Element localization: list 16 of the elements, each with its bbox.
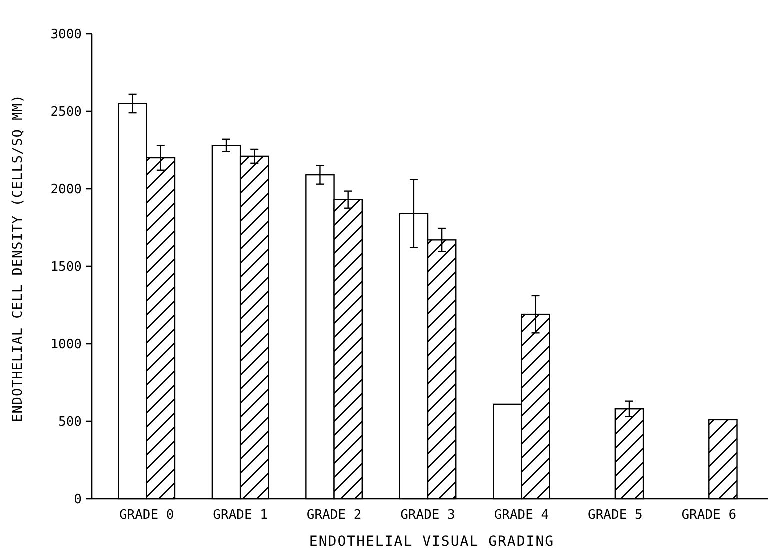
x-axis-title: ENDOTHELIAL VISUAL GRADING [309, 534, 555, 550]
y-axis-title: ENDOTHELIAL CELL DENSITY (CELLS/SQ MM) [10, 94, 26, 422]
y-tick-label: 500 [58, 415, 82, 430]
y-tick-label: 2500 [50, 105, 82, 120]
y-tick-label: 1000 [50, 338, 82, 353]
x-tick-label: GRADE 2 [306, 508, 362, 523]
x-tick-label: GRADE 5 [588, 508, 643, 523]
x-tick-label: GRADE 4 [494, 508, 550, 523]
x-tick-label: GRADE 6 [682, 508, 737, 523]
y-tick-label: 3000 [50, 28, 82, 43]
x-tick-label: GRADE 0 [119, 508, 174, 523]
y-tick-label: 2000 [50, 182, 82, 198]
x-tick-label: GRADE 1 [213, 508, 268, 523]
y-tick-label: 1500 [50, 260, 82, 276]
y-tick-label: 0 [74, 492, 82, 508]
x-tick-label: GRADE 3 [400, 508, 456, 523]
